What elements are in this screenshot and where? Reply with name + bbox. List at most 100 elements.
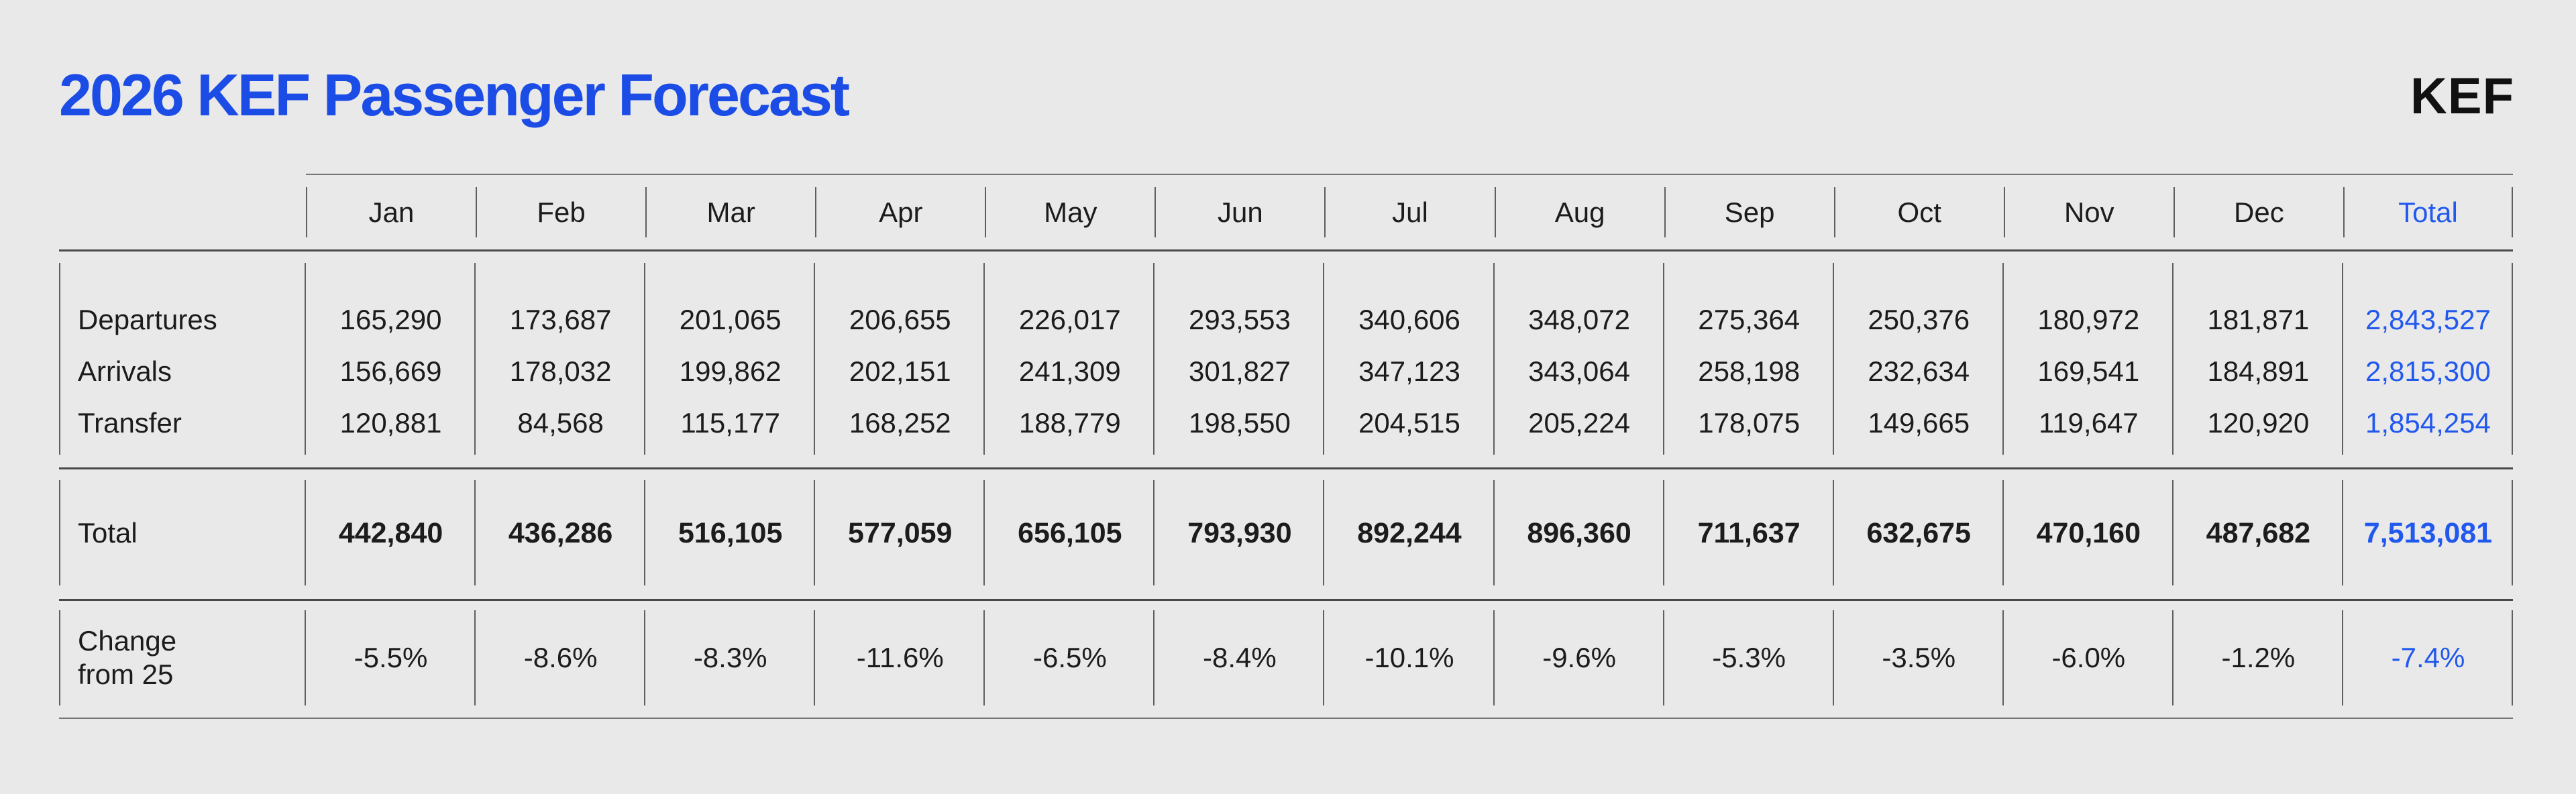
cell-departures-jun: 293,553 (1189, 304, 1291, 335)
forecast-table: Jan Feb Mar Apr May Jun Jul Aug Sep Oct Nov Dec Tota… (59, 174, 2513, 719)
cell-change-total: -7.4% (2391, 642, 2465, 673)
cell-change-jun: -8.4% (1203, 642, 1277, 673)
cell-departures-total: 2,843,527 (2365, 304, 2491, 335)
column-divider (59, 263, 306, 455)
cell-departures-mar: 201,065 (679, 304, 782, 335)
passenger-rows: Departures 165,290 173,687 201,065 206,655 22… (59, 263, 2513, 455)
change-row: Change from 25 -5.5% -8.6% -8.3% -11.6% -6.5% -… (59, 610, 2513, 705)
cell-arrivals-nov: 169,541 (2037, 355, 2140, 387)
cell-total-total: 7,513,081 (2363, 516, 2493, 549)
cell-total-jul: 892,244 (1357, 516, 1462, 549)
column-divider (59, 610, 306, 705)
column-divider (1155, 480, 1325, 585)
column-divider (645, 263, 816, 455)
header-spacer (59, 187, 306, 237)
cell-arrivals-feb: 178,032 (509, 355, 612, 387)
passenger-rows-section: Departures 165,290 173,687 201,065 206,655 22… (59, 263, 2513, 455)
column-header-aug: Aug (1494, 187, 1664, 237)
cell-change-mar: -8.3% (693, 642, 767, 673)
column-divider (985, 610, 1155, 705)
cell-change-sep: -5.3% (1712, 642, 1786, 673)
page-title: 2026 KEF Passenger Forecast (59, 62, 850, 128)
column-divider (815, 480, 985, 585)
cell-change-jan: -5.5% (354, 642, 428, 673)
column-divider (2343, 263, 2513, 455)
cell-arrivals-total: 2,815,300 (2365, 355, 2491, 387)
column-header-dec: Dec (2173, 187, 2343, 237)
column-divider (645, 610, 816, 705)
column-divider (1324, 480, 1495, 585)
column-divider (985, 263, 1155, 455)
cell-departures-dec: 181,871 (2207, 304, 2310, 335)
column-header-jun: Jun (1155, 187, 1324, 237)
column-divider (306, 480, 476, 585)
cell-transfer-dec: 120,920 (2207, 407, 2310, 439)
row-label-transfer: Transfer (78, 407, 182, 439)
cell-transfer-feb: 84,568 (517, 407, 604, 439)
cell-transfer-apr: 168,252 (849, 407, 951, 439)
column-divider (1834, 610, 2004, 705)
table-bottom-divider (59, 718, 2513, 719)
change-label-line: Change (78, 625, 177, 657)
column-header-nov: Nov (2003, 187, 2174, 237)
row-label-departures: Departures (78, 304, 217, 335)
column-divider (1664, 263, 1834, 455)
total-row-section: Total 442,840 436,286 516,105 577,059 656,105… (59, 480, 2513, 585)
cell-arrivals-jul: 347,123 (1358, 355, 1460, 387)
column-divider (985, 480, 1155, 585)
column-divider (476, 480, 646, 585)
column-header-apr: Apr (815, 187, 985, 237)
column-divider (1664, 480, 1834, 585)
column-header-oct: Oct (1833, 187, 2004, 237)
cell-transfer-may: 188,779 (1018, 407, 1121, 439)
cell-total-jun: 793,930 (1187, 516, 1292, 549)
total-bottom-divider (59, 599, 2513, 601)
column-dividers (59, 480, 2513, 585)
cell-transfer-aug: 205,224 (1528, 407, 1630, 439)
cell-departures-feb: 173,687 (509, 304, 612, 335)
cell-total-may: 656,105 (1018, 516, 1122, 549)
cell-change-nov: -6.0% (2051, 642, 2126, 673)
cell-arrivals-apr: 202,151 (849, 355, 951, 387)
column-divider (815, 610, 985, 705)
cell-departures-aug: 348,072 (1528, 304, 1630, 335)
cell-transfer-total: 1,854,254 (2365, 407, 2491, 439)
column-header-sep: Sep (1664, 187, 1834, 237)
column-divider (1834, 480, 2004, 585)
cell-change-oct: -3.5% (1882, 642, 1956, 673)
column-divider (815, 263, 985, 455)
cell-departures-apr: 206,655 (849, 304, 951, 335)
column-divider (1834, 263, 2004, 455)
cell-arrivals-oct: 232,634 (1868, 355, 1970, 387)
change-label-line: from 25 (78, 659, 174, 690)
total-row: Total 442,840 436,286 516,105 577,059 656,105… (59, 480, 2513, 585)
cell-change-jul: -10.1% (1364, 642, 1454, 673)
column-divider (2343, 480, 2513, 585)
cell-total-apr: 577,059 (848, 516, 953, 549)
column-divider (476, 610, 646, 705)
change-row-section: Change from 25 -5.5% -8.6% -8.3% -11.6% -6.5% -… (59, 610, 2513, 705)
column-divider (476, 263, 646, 455)
row-label-total: Total (78, 516, 138, 549)
column-divider (2174, 610, 2343, 705)
column-divider (1664, 610, 1834, 705)
cell-change-apr: -11.6% (856, 642, 944, 673)
cell-transfer-mar: 115,177 (680, 407, 781, 439)
cell-change-feb: -8.6% (523, 642, 598, 673)
column-header-total: Total (2343, 187, 2513, 237)
total-top-divider (59, 467, 2513, 469)
cell-total-jan: 442,840 (338, 516, 443, 549)
cell-transfer-jul: 204,515 (1358, 407, 1460, 439)
header-bottom-divider (59, 249, 2513, 251)
column-divider (2343, 610, 2513, 705)
row-label-arrivals: Arrivals (78, 355, 172, 387)
column-divider (2004, 480, 2174, 585)
row-label-change-from-25: Change from 25 (59, 624, 306, 691)
kef-logo: KEF (2410, 68, 2514, 125)
column-divider (1324, 263, 1495, 455)
column-divider (2004, 263, 2174, 455)
table-header-row: Jan Feb Mar Apr May Jun Jul Aug Sep Oct Nov Dec Tota… (59, 187, 2513, 237)
cell-transfer-jan: 120,881 (339, 407, 442, 439)
column-divider (1324, 610, 1495, 705)
